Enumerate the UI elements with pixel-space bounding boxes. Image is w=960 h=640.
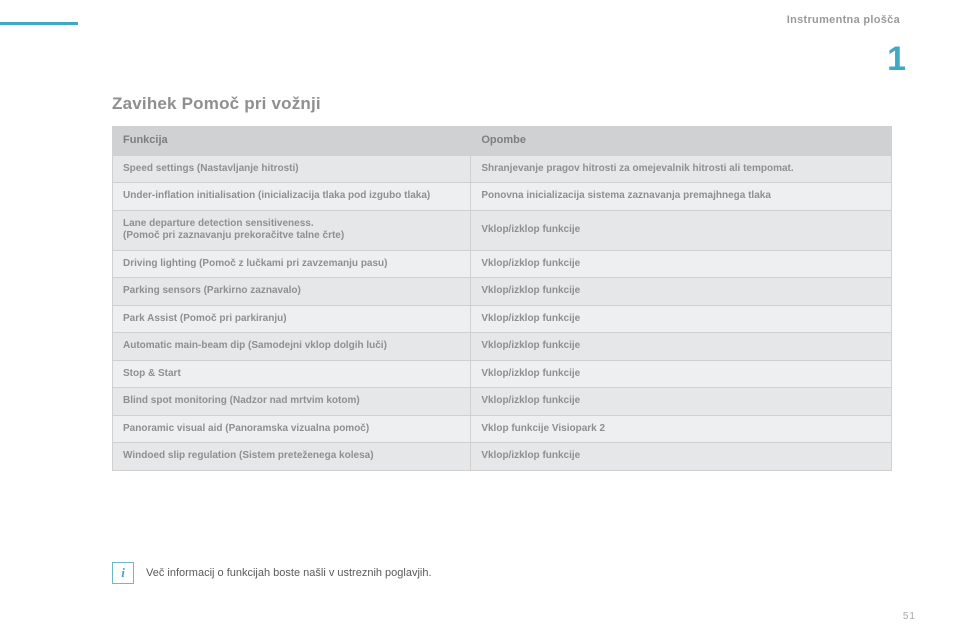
accent-bar	[0, 22, 78, 25]
cell-function: Parking sensors (Parkirno zaznavalo)	[113, 278, 471, 306]
table-row: Under-inflation initialisation (iniciali…	[113, 183, 892, 211]
table-header-function: Funkcija	[113, 127, 471, 156]
cell-function: Speed settings (Nastavljanje hitrosti)	[113, 155, 471, 183]
chapter-number: 1	[887, 40, 906, 79]
info-text: Več informacij o funkcijah boste našli v…	[146, 567, 432, 579]
cell-notes: Shranjevanje pragov hitrosti za omejeval…	[471, 155, 892, 183]
cell-function: Lane departure detection sensitiveness.(…	[113, 210, 471, 250]
cell-notes: Vklop/izklop funkcije	[471, 360, 892, 388]
cell-function: Blind spot monitoring (Nadzor nad mrtvim…	[113, 388, 471, 416]
cell-function: Driving lighting (Pomoč z lučkami pri za…	[113, 250, 471, 278]
cell-function: Park Assist (Pomoč pri parkiranju)	[113, 305, 471, 333]
section-title: Zavihek Pomoč pri vožnji	[112, 94, 321, 114]
cell-notes: Vklop funkcije Visiopark 2	[471, 415, 892, 443]
cell-notes: Vklop/izklop funkcije	[471, 333, 892, 361]
cell-notes: Vklop/izklop funkcije	[471, 388, 892, 416]
table-row: Blind spot monitoring (Nadzor nad mrtvim…	[113, 388, 892, 416]
info-icon: i	[112, 562, 134, 584]
breadcrumb: Instrumentna plošča	[787, 14, 900, 26]
cell-notes: Vklop/izklop funkcije	[471, 278, 892, 306]
cell-notes: Ponovna inicializacija sistema zaznavanj…	[471, 183, 892, 211]
cell-function: Windoed slip regulation (Sistem pretežen…	[113, 443, 471, 471]
cell-notes: Vklop/izklop funkcije	[471, 210, 892, 250]
table-row: Automatic main-beam dip (Samodejni vklop…	[113, 333, 892, 361]
cell-notes: Vklop/izklop funkcije	[471, 250, 892, 278]
table-row: Lane departure detection sensitiveness.(…	[113, 210, 892, 250]
table-row: Driving lighting (Pomoč z lučkami pri za…	[113, 250, 892, 278]
cell-function: Automatic main-beam dip (Samodejni vklop…	[113, 333, 471, 361]
table-row: Park Assist (Pomoč pri parkiranju)Vklop/…	[113, 305, 892, 333]
cell-function: Panoramic visual aid (Panoramska vizualn…	[113, 415, 471, 443]
table-row: Windoed slip regulation (Sistem pretežen…	[113, 443, 892, 471]
table-row: Parking sensors (Parkirno zaznavalo)Vklo…	[113, 278, 892, 306]
cell-function: Stop & Start	[113, 360, 471, 388]
page-number: 51	[903, 611, 916, 622]
table-row: Stop & StartVklop/izklop funkcije	[113, 360, 892, 388]
table-row: Panoramic visual aid (Panoramska vizualn…	[113, 415, 892, 443]
function-table: Funkcija Opombe Speed settings (Nastavlj…	[112, 126, 892, 471]
table-row: Speed settings (Nastavljanje hitrosti)Sh…	[113, 155, 892, 183]
cell-notes: Vklop/izklop funkcije	[471, 305, 892, 333]
cell-function: Under-inflation initialisation (iniciali…	[113, 183, 471, 211]
table-header-notes: Opombe	[471, 127, 892, 156]
cell-notes: Vklop/izklop funkcije	[471, 443, 892, 471]
table-body: Speed settings (Nastavljanje hitrosti)Sh…	[113, 155, 892, 470]
info-box: i Več informacij o funkcijah boste našli…	[112, 562, 432, 584]
